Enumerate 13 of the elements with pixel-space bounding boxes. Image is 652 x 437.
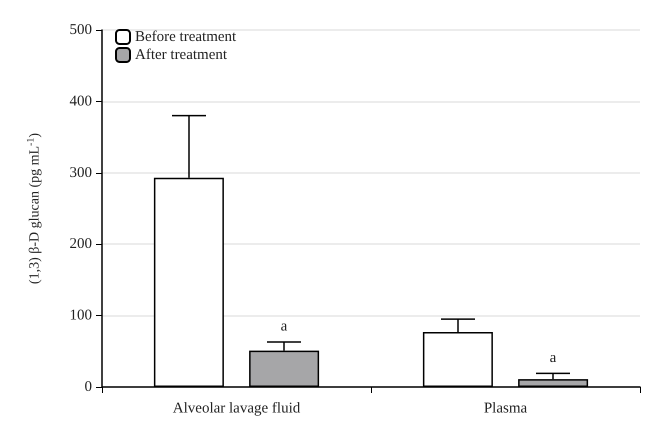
y-tick-label: 300 xyxy=(70,164,92,181)
legend-label: Before treatment xyxy=(135,29,238,45)
x-tick-label: Plasma xyxy=(484,400,528,416)
x-tick-label: Alveolar lavage fluid xyxy=(172,400,301,416)
y-tick-label: 500 xyxy=(70,22,92,38)
y-axis-title: (1,3) β-D glucan (pg mL-1) xyxy=(26,132,42,284)
data-label: a xyxy=(550,350,557,366)
y-tick-label: 400 xyxy=(70,93,92,110)
y-tick-label: 100 xyxy=(70,308,92,324)
data-label: a xyxy=(280,318,288,335)
legend-label: After treatment xyxy=(135,47,228,63)
y-tick-label: 0 xyxy=(84,379,92,395)
y-tick-label: 200 xyxy=(70,236,92,252)
